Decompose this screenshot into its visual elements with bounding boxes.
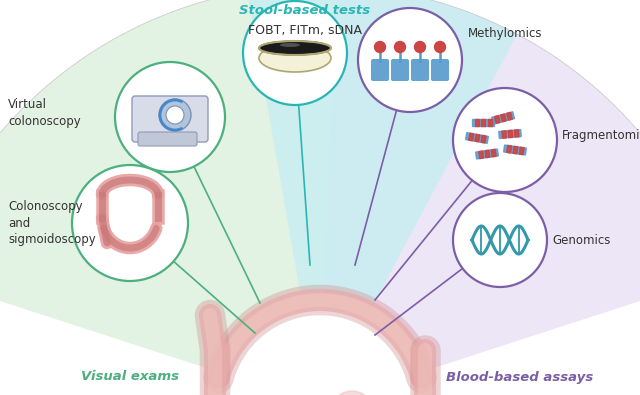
Polygon shape [488, 118, 492, 126]
FancyBboxPatch shape [391, 59, 409, 81]
Circle shape [415, 41, 426, 53]
Polygon shape [476, 149, 499, 159]
Text: Methylomics: Methylomics [468, 26, 543, 40]
Polygon shape [508, 130, 513, 137]
Polygon shape [499, 130, 521, 138]
Polygon shape [0, 0, 335, 371]
Text: Genomics: Genomics [552, 233, 611, 246]
Text: Blood-based assays: Blood-based assays [446, 371, 594, 384]
Polygon shape [324, 0, 640, 371]
Polygon shape [472, 118, 494, 126]
Polygon shape [479, 151, 484, 158]
Circle shape [159, 99, 191, 131]
Polygon shape [507, 112, 513, 120]
Polygon shape [519, 147, 524, 155]
Polygon shape [475, 118, 479, 126]
Polygon shape [475, 134, 480, 142]
Polygon shape [504, 145, 526, 155]
Polygon shape [247, 0, 517, 308]
Polygon shape [513, 146, 518, 154]
Polygon shape [491, 149, 496, 157]
Circle shape [210, 295, 430, 395]
Circle shape [394, 41, 406, 53]
Text: Virtual
colonoscopy: Virtual colonoscopy [8, 98, 81, 128]
Text: Stool-based tests: Stool-based tests [239, 4, 371, 17]
Polygon shape [500, 114, 506, 122]
Ellipse shape [280, 43, 300, 47]
Polygon shape [465, 133, 488, 143]
Polygon shape [492, 112, 515, 124]
Circle shape [166, 106, 184, 124]
Polygon shape [507, 145, 511, 153]
Polygon shape [481, 135, 486, 143]
Polygon shape [485, 150, 490, 158]
Text: Visual exams: Visual exams [81, 371, 179, 384]
Polygon shape [515, 130, 519, 137]
Circle shape [435, 41, 445, 53]
Polygon shape [502, 131, 506, 138]
Text: Colonoscopy
and
sigmoidoscopy: Colonoscopy and sigmoidoscopy [8, 200, 96, 246]
Text: Fragmentomics: Fragmentomics [562, 128, 640, 141]
Ellipse shape [259, 41, 331, 55]
Circle shape [115, 62, 225, 172]
Polygon shape [468, 133, 474, 141]
Circle shape [374, 41, 385, 53]
Circle shape [453, 193, 547, 287]
Circle shape [358, 8, 462, 112]
FancyBboxPatch shape [411, 59, 429, 81]
Circle shape [453, 88, 557, 192]
Ellipse shape [259, 44, 331, 72]
Circle shape [243, 1, 347, 105]
Polygon shape [495, 116, 500, 123]
FancyBboxPatch shape [132, 96, 208, 142]
Circle shape [330, 391, 374, 395]
Circle shape [72, 165, 188, 281]
Text: FOBT, FITm, sDNA: FOBT, FITm, sDNA [248, 23, 362, 36]
Polygon shape [481, 118, 485, 126]
FancyBboxPatch shape [371, 59, 389, 81]
FancyBboxPatch shape [431, 59, 449, 81]
FancyBboxPatch shape [138, 132, 197, 146]
